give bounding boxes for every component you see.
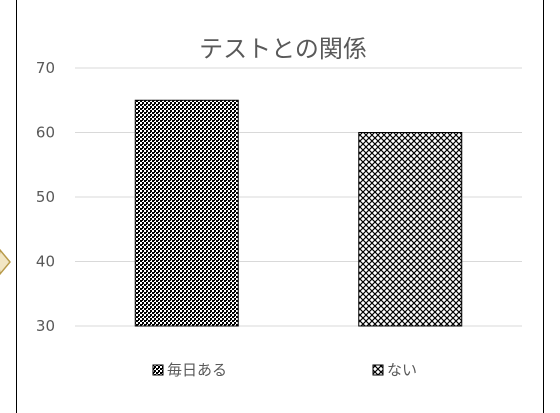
bar-2 [358, 132, 463, 327]
y-tick-label: 60 [36, 124, 55, 142]
y-tick-label: 50 [36, 188, 55, 206]
y-axis-tick-labels: 30 40 50 60 70 [36, 59, 55, 335]
legend-swatch [372, 364, 384, 376]
bars [134, 99, 463, 327]
arrow-pointer-icon [0, 248, 11, 276]
chart-frame [16, 0, 544, 413]
y-tick-label: 70 [36, 59, 55, 77]
legend-label: 毎日ある [167, 361, 227, 379]
y-tick-label: 40 [36, 253, 55, 271]
legend: 毎日ある ない [152, 361, 417, 379]
legend-label: ない [387, 361, 417, 379]
bar-1 [134, 99, 239, 327]
legend-swatch [152, 364, 164, 376]
y-tick-label: 30 [36, 317, 55, 335]
chart-title: テストとの関係 [199, 35, 367, 63]
